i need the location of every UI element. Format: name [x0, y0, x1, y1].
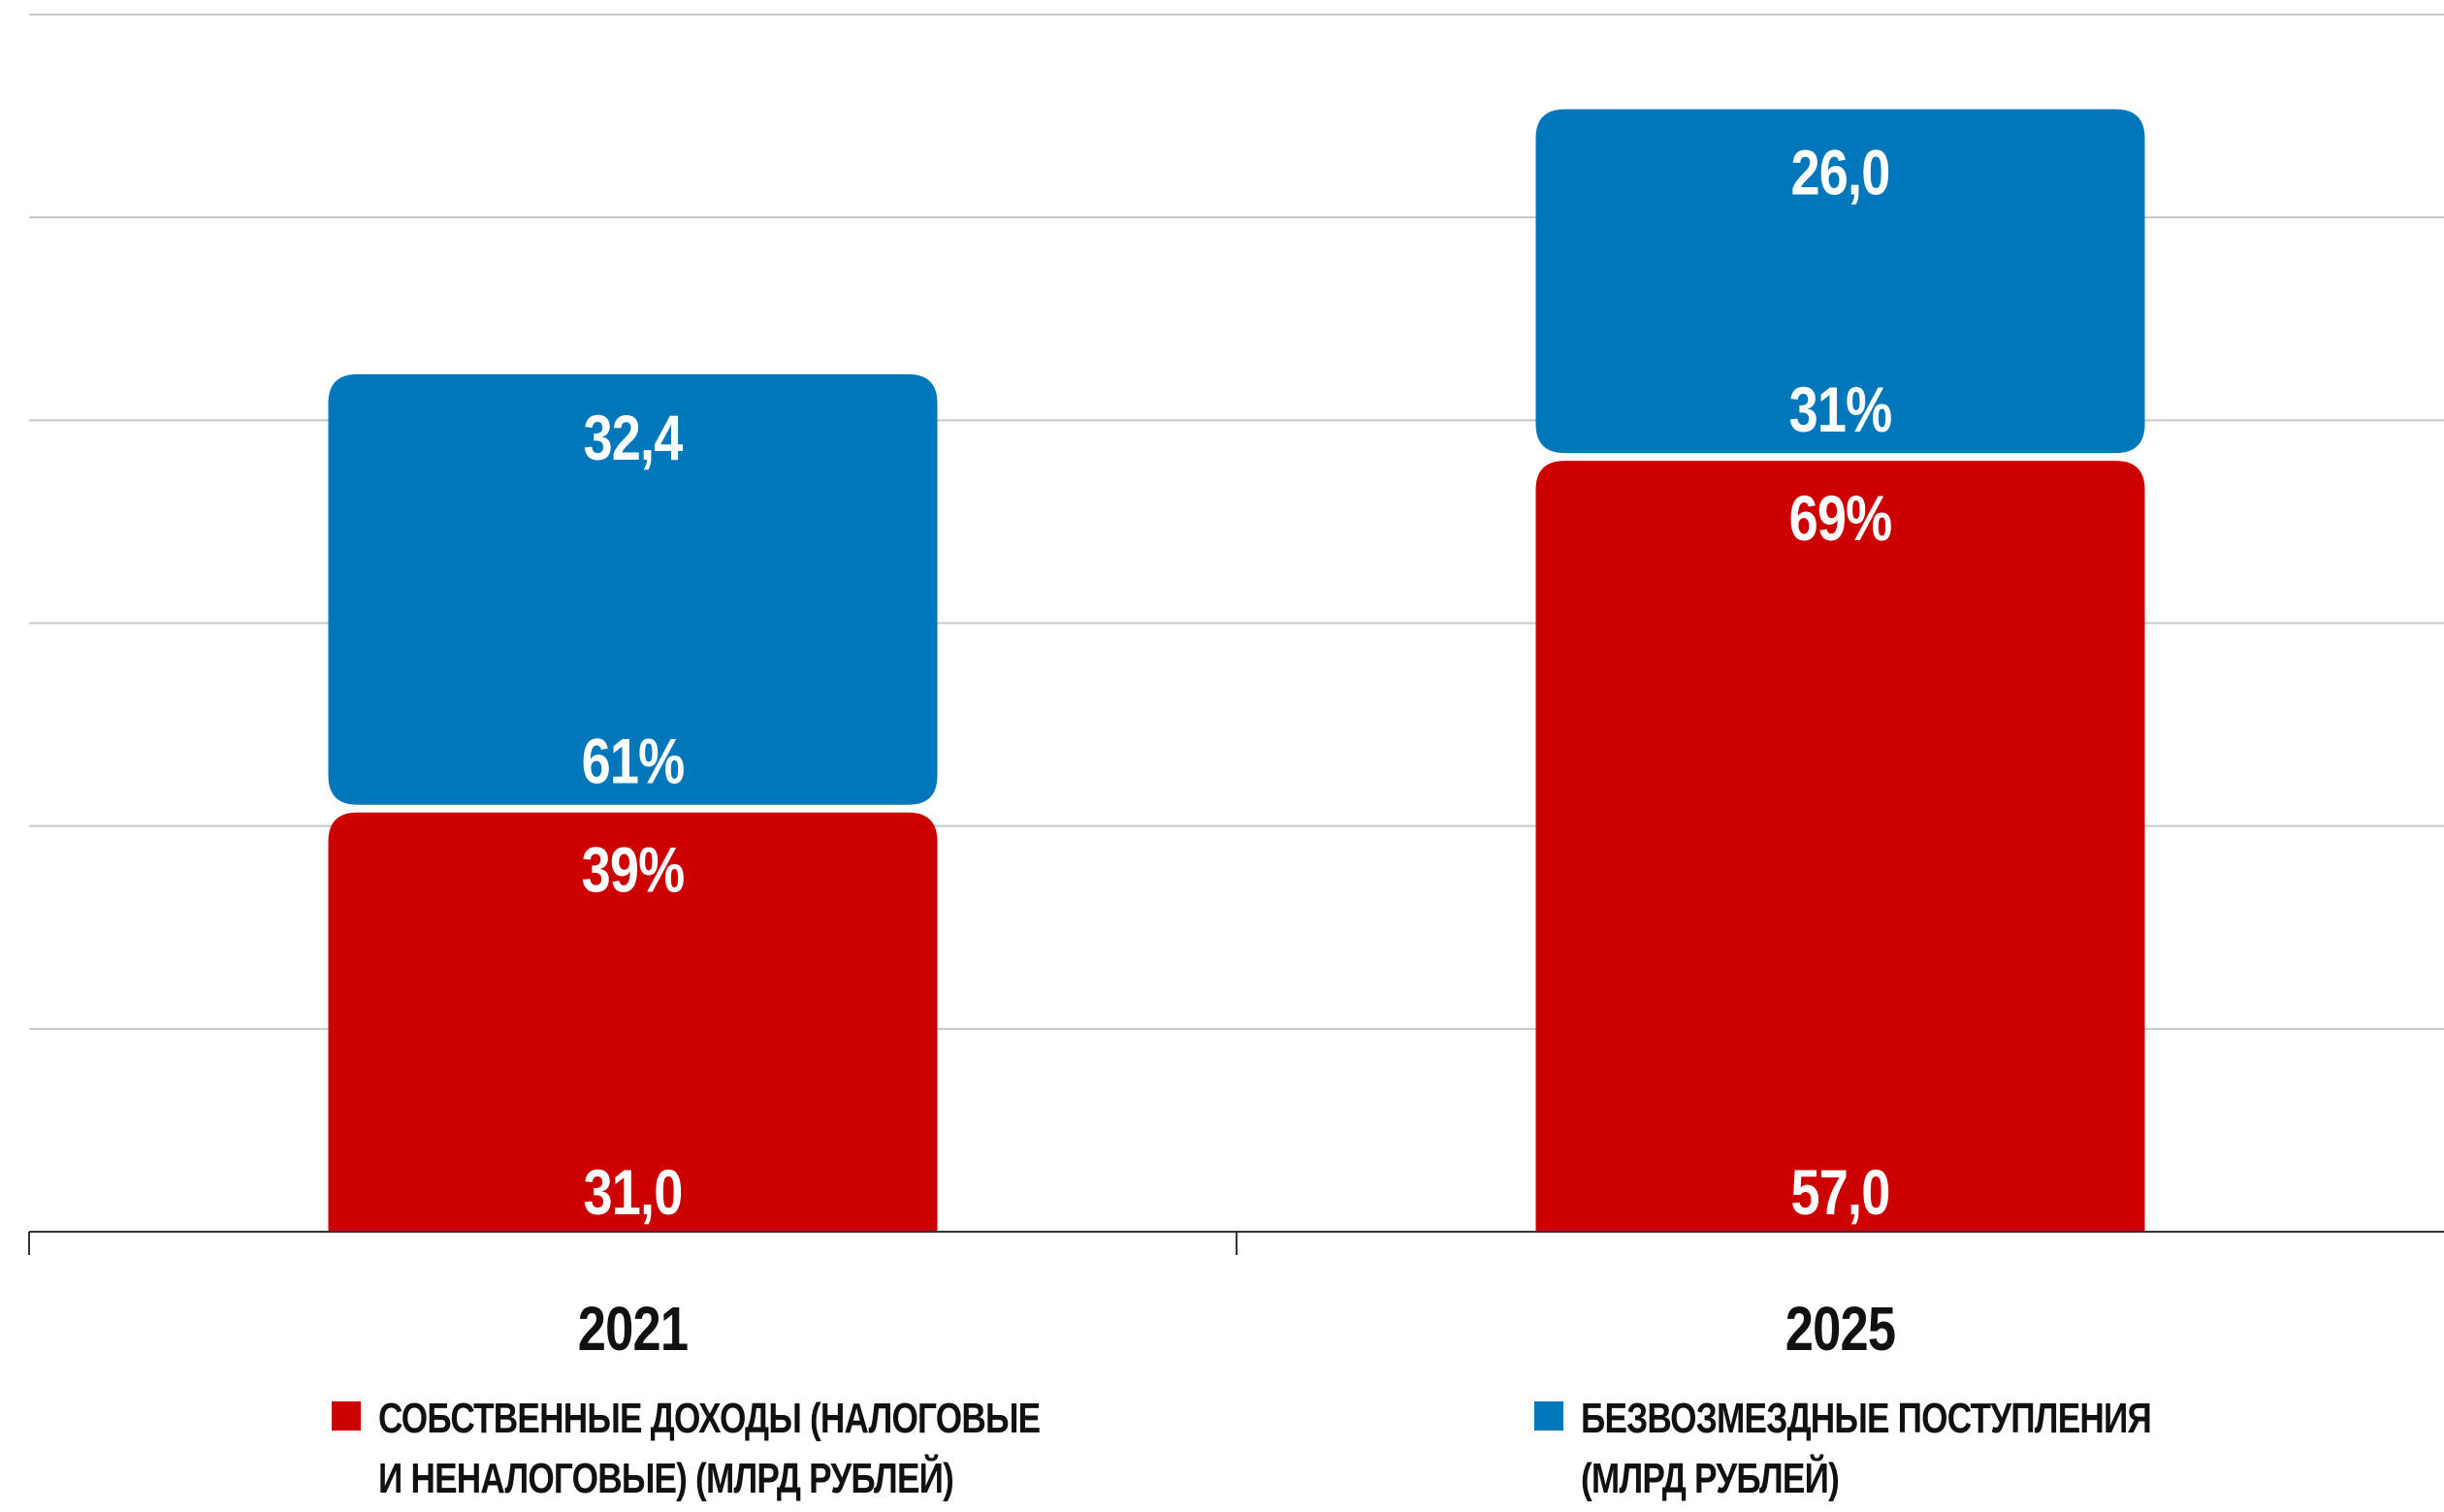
- data-label-transfers-2021: 32,4: [583, 402, 683, 473]
- bar-transfers-2021: [328, 373, 938, 805]
- legend-label-own-revenue: СОБСТВЕННЫЕ ДОХОДЫ (НАЛОГОВЫЕ И НЕНАЛОГО…: [378, 1389, 1041, 1509]
- legend-line: И НЕНАЛОГОВЫЕ) (МЛРД РУБЛЕЙ): [378, 1455, 954, 1502]
- share-label-own-revenue-2025: 69%: [1789, 482, 1892, 554]
- share-label-own-revenue-2021: 39%: [582, 834, 685, 906]
- legend-swatch-blue: [1534, 1401, 1563, 1431]
- x-tick-label-2025: 2025: [1785, 1295, 1895, 1364]
- legend-line: (МЛРД РУБЛЕЙ): [1581, 1455, 1840, 1502]
- legend-item-transfers: БЕЗВОЗМЕЗДНЫЕ ПОСТУПЛЕНИЯ (МЛРД РУБЛЕЙ): [1534, 1389, 2294, 1509]
- legend-item-own-revenue: СОБСТВЕННЫЕ ДОХОДЫ (НАЛОГОВЫЕ И НЕНАЛОГО…: [332, 1389, 1206, 1509]
- legend-line: СОБСТВЕННЫЕ ДОХОДЫ (НАЛОГОВЫЕ: [378, 1395, 1041, 1442]
- x-tick-label-2021: 2021: [578, 1295, 688, 1364]
- data-label-own-revenue-2021: 31,0: [583, 1156, 682, 1228]
- bar-own-revenue-2025: [1535, 461, 2145, 1233]
- legend-label-transfers: БЕЗВОЗМЕЗДНЫЕ ПОСТУПЛЕНИЯ (МЛРД РУБЛЕЙ): [1581, 1389, 2152, 1509]
- bar-transfers-2025: [1535, 109, 2145, 454]
- data-label-transfers-2025: 26,0: [1790, 136, 1889, 208]
- legend-swatch-red: [332, 1401, 361, 1431]
- legend-line: БЕЗВОЗМЕЗДНЫЕ ПОСТУПЛЕНИЯ: [1581, 1395, 2152, 1442]
- data-label-own-revenue-2025: 57,0: [1790, 1156, 1889, 1228]
- share-label-transfers-2025: 31%: [1789, 373, 1892, 445]
- bar-own-revenue-2021: [328, 812, 938, 1232]
- share-label-transfers-2021: 61%: [582, 725, 685, 797]
